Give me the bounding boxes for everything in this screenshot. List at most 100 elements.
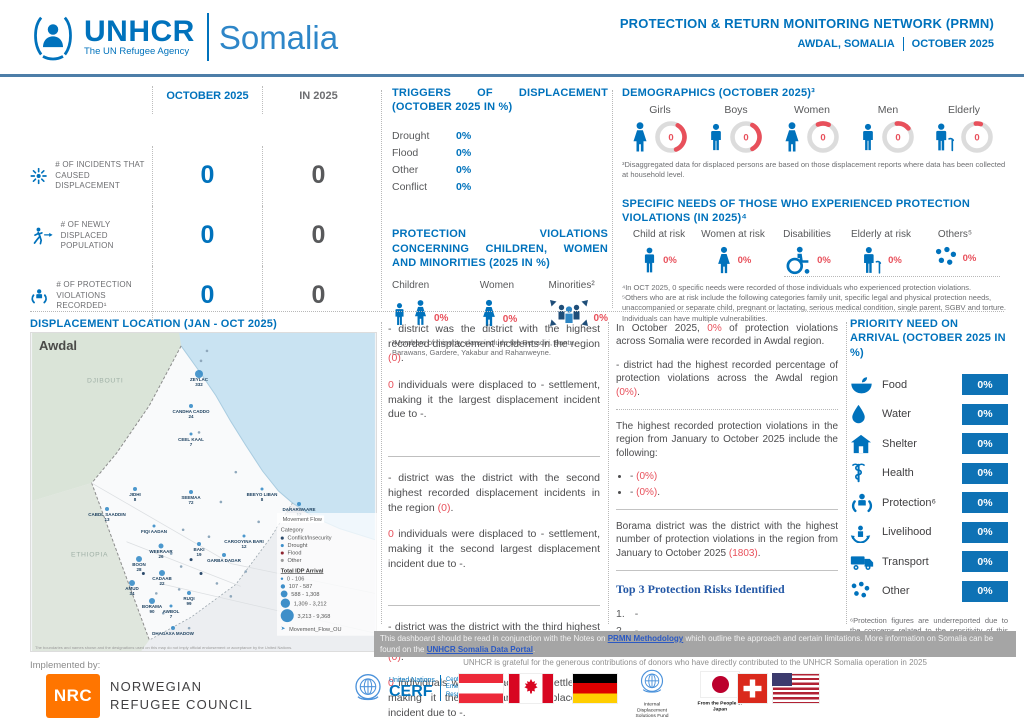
summary-1: In October 2025, 0% of protection violat… (616, 323, 838, 348)
need-value: 0% (962, 252, 977, 264)
demo-label: Women (794, 104, 830, 117)
trigger-label: Conflict (392, 181, 428, 194)
somalia-data-portal-link[interactable]: UNHCR Somalia Data Portal (426, 645, 533, 655)
transport-truck-icon (850, 552, 874, 571)
legend-item: Drought (280, 542, 375, 548)
unhcr-wordmark: UNHCR (84, 14, 195, 48)
legend-movement-flow: Movement Flow (280, 515, 324, 523)
donut-chart: 0 (961, 121, 993, 154)
stat-label: # OF NEWLY DISPLACED POPULATION (60, 219, 114, 251)
legend-item: Conflict/Insecurity (280, 535, 375, 541)
legend-size-row: 588 - 1,308 (280, 590, 375, 598)
legend-category-title: Category (280, 526, 304, 533)
nrc-logo: NRC NORWEGIAN REFUGEE COUNCIL (46, 674, 253, 718)
need-women-at-risk: Women at risk 0% (696, 229, 770, 275)
priority-value: 0% (962, 492, 1008, 514)
priority-row-water: Water 0% (850, 399, 1008, 429)
trigger-value: 0% (456, 129, 472, 142)
map-disclaimer: The boundaries and names shown and the d… (35, 645, 293, 651)
map-region-label: Awdal (39, 338, 78, 353)
divider (381, 322, 382, 624)
idsf-caption: Internal Displacement Solutions Fund (635, 701, 669, 719)
legend-size-title: Total IDP Arrival (280, 567, 324, 574)
map-legend: Movement Flow Category Conflict/Insecuri… (277, 513, 379, 636)
priority-label: Transport (882, 555, 929, 568)
priority-title: PRIORITY NEED ON ARRIVAL (OCTOBER 2025 I… (850, 318, 1006, 359)
donut-value: 0 (820, 133, 825, 144)
demo-boys: Boys 0 (698, 104, 774, 156)
demo-elderly: Elderly 0 (926, 104, 1002, 156)
methodology-banner: This dashboard should be read in conjunc… (374, 631, 1016, 658)
need-disabilities: Disabilities 0% (770, 229, 844, 275)
trigger-label: Other (392, 164, 419, 177)
group-value: 0% (593, 313, 608, 325)
priority-row-other: Other 0% (850, 576, 1008, 606)
divider (388, 456, 600, 458)
priority-value: 0% (962, 403, 1008, 425)
narrative-4: 0 individuals were displaced to - settle… (388, 528, 600, 570)
priority-value: 0% (962, 433, 1008, 455)
japan-caption: From the People of Japan (697, 700, 743, 712)
priority-label: Food (882, 378, 908, 391)
legend-item: Flood (280, 550, 375, 556)
health-caduceus-icon (850, 462, 867, 484)
stat-label: # OF PROTECTION VIOLATIONS RECORDED¹ (56, 279, 132, 311)
group-value: 0% (502, 314, 518, 326)
narrative-1: - district was the district with the hig… (388, 323, 600, 365)
violations-groups-title: PROTECTION VIOLATIONS CONCERNING CHILDRE… (392, 228, 608, 270)
country-label: Somalia (218, 18, 339, 56)
stat-row-incidents: # OF INCIDENTS THAT CAUSED DISPLACEMENT (30, 146, 152, 206)
trigger-row: Drought 0% (392, 129, 608, 144)
shelter-house-icon (850, 434, 872, 454)
woman-icon (782, 121, 802, 154)
dots-icon (850, 581, 871, 602)
water-drop-icon (850, 404, 867, 425)
prmn-methodology-link[interactable]: PRMN Methodology (607, 634, 684, 643)
demo-men: Men 0 (850, 104, 926, 156)
protection-hands-icon (850, 492, 874, 513)
stat-incidents-year: 0 (262, 146, 374, 206)
divider (381, 90, 382, 308)
priority-label: Water (882, 408, 911, 421)
flag-austria (458, 673, 504, 704)
priority-row-food: Food 0% (850, 370, 1008, 400)
group-value: 0% (434, 313, 449, 325)
swiss-cross-icon (743, 679, 762, 698)
need-label: Elderly at risk (850, 229, 911, 241)
need-child-at-risk: Child at risk 0% (622, 229, 696, 275)
violations-footnote: ²Members of minority clans include the B… (392, 338, 576, 358)
divider (608, 322, 609, 624)
flag-japan: From the People of Japan (692, 671, 748, 719)
divider (846, 322, 847, 624)
need-value: 0% (737, 255, 752, 267)
col-header-october-2025: OCTOBER 2025 (152, 86, 262, 114)
need-elderly-at-risk: Elderly at risk 0% (844, 229, 918, 275)
trigger-row: Conflict 0% (392, 180, 608, 195)
stat-violations-year: 0 (262, 266, 374, 326)
demo-girls: Girls 0 (622, 104, 698, 156)
map-label-djibouti: DJIBOUTI (87, 377, 124, 385)
demo-label: Elderly (947, 104, 981, 117)
elderly-icon (860, 246, 883, 275)
incident-burst-icon (30, 158, 47, 194)
violations-minorities: Minorities² 0% (549, 280, 608, 328)
violations-women: Women 0% (480, 280, 517, 328)
priority-label: Protection⁶ (882, 496, 937, 509)
divider (784, 276, 1000, 277)
bullet-item: - (0%). (630, 486, 838, 499)
legend-flow-item: ➤ Movement_Flow_OU (280, 625, 342, 632)
need-label: Child at risk (632, 229, 686, 241)
trigger-value: 0% (456, 164, 472, 177)
summary-3: The highest recorded protection violatio… (616, 420, 838, 459)
unhcr-logo: UNHCR The UN Refugee Agency Somalia (28, 12, 338, 62)
demographics-section: DEMOGRAPHICS (OCTOBER 2025)³ Girls 0 Boy… (622, 86, 1006, 324)
legend-size-row: 107 - 587 (280, 583, 375, 589)
stat-label: # OF INCIDENTS THAT CAUSED DISPLACEMENT (55, 159, 145, 191)
summary-2: - district had the highest recorded perc… (616, 359, 838, 398)
donor-note: UNHCR is grateful for the generous contr… (463, 658, 927, 667)
girl-icon (630, 121, 650, 154)
boy-icon (707, 121, 725, 154)
page-subtitle: AWDAL, SOMALIA OCTOBER 2025 (620, 37, 994, 51)
map-label-ethiopia: ETHIOPIA (71, 551, 109, 559)
divider (30, 311, 1004, 312)
